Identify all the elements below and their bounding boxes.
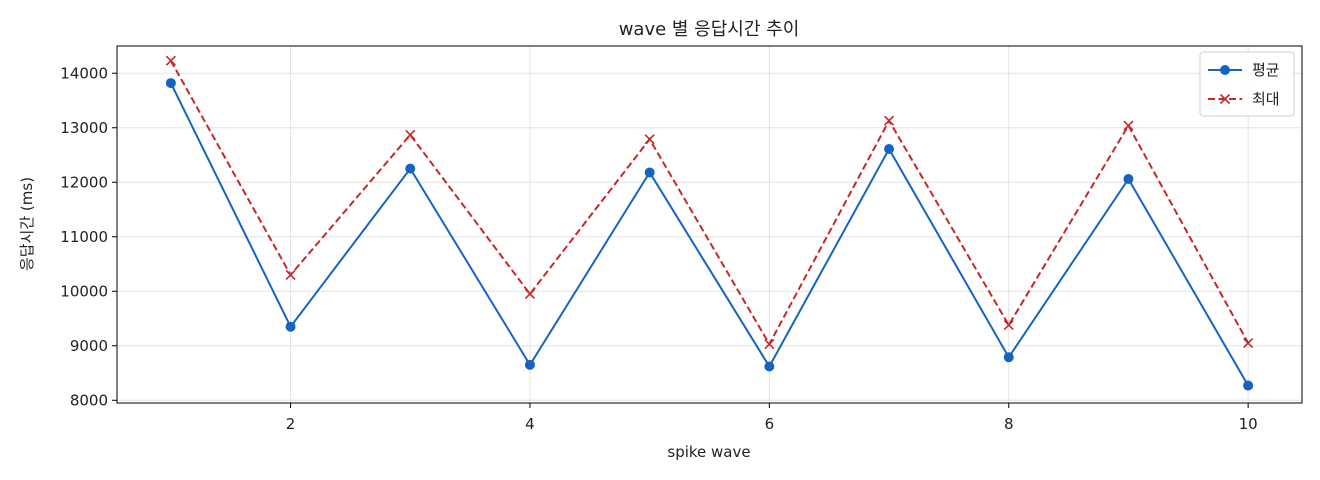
data-point [884,144,895,155]
legend-label: 평균 [1252,61,1280,79]
y-tick-label: 14000 [60,64,108,82]
data-point [165,78,176,89]
data-point [1123,120,1134,131]
data-point [165,55,176,66]
legend-item: 최대 [1208,90,1280,108]
data-point [285,269,296,280]
data-point [524,359,535,370]
y-tick-label: 13000 [60,119,108,137]
legend-label: 최대 [1252,90,1280,108]
legend-marker [1220,65,1230,75]
data-point [1243,380,1254,391]
series-line [169,60,1250,347]
y-tick-label: 9000 [70,337,108,355]
y-tick-label: 8000 [70,391,108,409]
grid [117,46,1302,403]
data-point [1243,337,1254,349]
y-tick-label: 10000 [60,282,108,300]
data-point [883,115,895,126]
data-point [644,167,655,178]
y-axis-label: 응답시간 (ms) [18,177,36,271]
series-line [169,82,1250,387]
data-point [764,339,775,350]
data-point [405,129,416,140]
x-tick-label: 6 [765,415,775,433]
legend-box [1199,51,1295,117]
data-point [1003,352,1014,363]
x-tick-label: 10 [1239,415,1258,433]
chart-title: wave 별 응답시간 추이 [619,19,800,40]
axis-ticks: 2 4 6 8 10 8000 9000 10000 11000 12000 13000 14000 [60,64,1257,433]
data-point [764,361,775,372]
y-tick-label: 12000 [60,173,108,191]
x-axis-label: spike wave [667,443,750,461]
x-tick-label: 2 [286,415,296,433]
data-point [1123,173,1134,184]
legend-item: 평균 [1208,61,1280,79]
x-tick-label: 4 [525,415,535,433]
data-point [285,321,296,332]
series-mean [165,78,1254,391]
y-tick-label: 11000 [60,228,108,246]
data-point [1003,319,1014,331]
plot-frame [116,45,1303,404]
data-point [524,288,536,300]
data-point [644,134,655,145]
x-tick-label: 8 [1004,415,1014,433]
series-max [165,55,1254,350]
series-layer [165,55,1254,391]
legend-marker [1219,93,1231,105]
data-point [405,163,416,174]
